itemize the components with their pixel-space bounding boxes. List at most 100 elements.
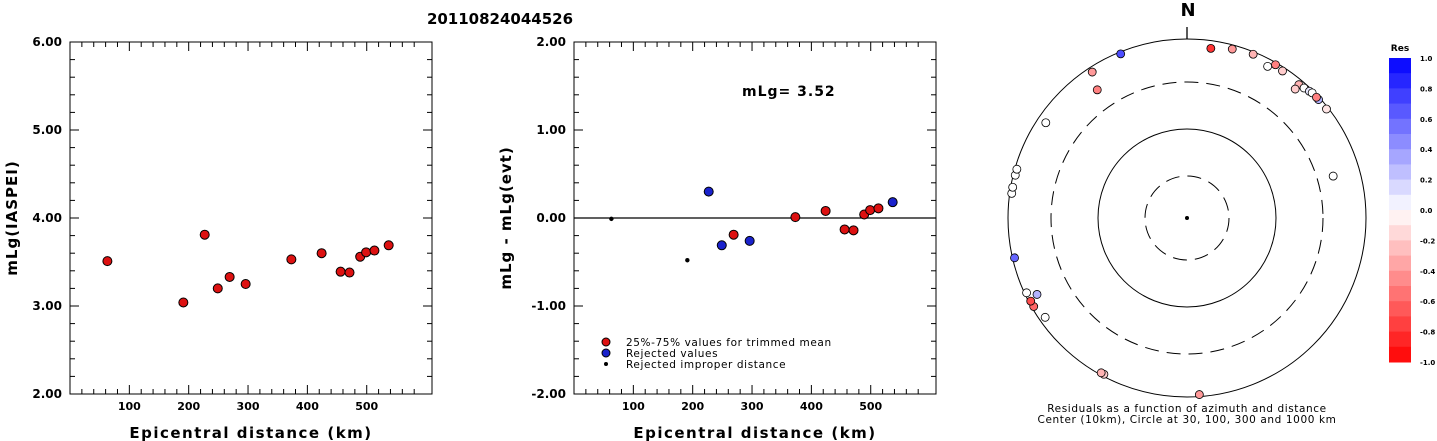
colorbar-swatch <box>1389 88 1411 105</box>
station-marker <box>1116 49 1126 59</box>
legend-marker <box>601 337 611 347</box>
data-point <box>848 225 859 236</box>
colorbar-title: Res <box>1391 44 1409 54</box>
colorbar-label: 0.2 <box>1420 177 1433 185</box>
data-point <box>820 205 831 216</box>
rejected-distance-point <box>685 258 690 263</box>
y-tick-label: -1.00 <box>531 299 566 313</box>
data-point <box>369 245 380 256</box>
station-marker <box>1026 296 1036 306</box>
colorbar-label: 0.0 <box>1420 207 1433 215</box>
y-tick-label: 5.00 <box>32 123 62 137</box>
station-marker <box>1194 390 1204 399</box>
colorbar-swatch <box>1389 210 1411 226</box>
azimuth-residual-map: N Residuals as a function of azimuth and… <box>1007 0 1367 426</box>
ring-100km <box>1097 128 1277 308</box>
colorbar-swatch <box>1389 331 1411 348</box>
data-point <box>887 197 898 208</box>
colorbar-swatch <box>1389 118 1411 135</box>
data-point <box>383 240 394 251</box>
y-tick-label: 6.00 <box>32 35 62 49</box>
colorbar-label: 0.4 <box>1420 146 1433 154</box>
colorbar-label: -0.2 <box>1420 237 1435 245</box>
data-point <box>212 283 223 294</box>
data-point <box>873 203 884 214</box>
colorbar-swatch <box>1389 240 1411 257</box>
colorbar-swatch <box>1389 316 1411 333</box>
colorbar-label: 0.6 <box>1420 116 1433 124</box>
colorbar-label: 1.0 <box>1420 55 1433 63</box>
station-marker <box>1096 368 1106 378</box>
y-tick-label: 4.00 <box>32 211 62 225</box>
data-point <box>703 186 714 197</box>
station-marker <box>1022 288 1031 298</box>
colorbar-swatch <box>1389 164 1411 181</box>
y-axis-label: mLg(IASPEI) <box>3 160 21 275</box>
colorbar-swatch <box>1389 58 1411 74</box>
legend-label: Rejected improper distance <box>626 359 786 371</box>
y-tick-label: 1.00 <box>536 123 566 137</box>
data-point <box>199 229 210 240</box>
colorbar-label: -0.4 <box>1420 268 1435 276</box>
station-marker <box>1040 312 1050 322</box>
x-tick-label: 400 <box>800 400 823 413</box>
station-marker <box>1227 44 1237 54</box>
legend-marker <box>601 348 611 358</box>
colorbar-swatch <box>1389 149 1411 165</box>
x-tick-label: 500 <box>859 400 882 413</box>
colorbar-label: 0.8 <box>1420 85 1433 93</box>
station-marker <box>1290 84 1300 94</box>
data-point <box>744 235 755 246</box>
station-marker <box>1271 60 1280 70</box>
colorbar-swatch <box>1389 194 1411 211</box>
data-point <box>335 266 346 277</box>
ring-300km <box>1050 81 1324 355</box>
station-marker <box>1263 61 1273 71</box>
data-point <box>361 247 372 258</box>
event-title: 20110824044526 <box>427 10 573 28</box>
residual-colorbar: Res 1.0 0.8 0.6 0.4 0.2 0.0 -0.2 -0.4 -0.6 -0.8 -1… <box>1389 44 1435 367</box>
colorbar-swatch <box>1389 179 1411 196</box>
y-tick-label: -2.00 <box>531 387 566 401</box>
station-marker <box>1041 118 1051 128</box>
rejected-distance-point <box>609 216 614 222</box>
data-point <box>316 248 327 259</box>
data-point <box>240 279 251 289</box>
ring-30km <box>1144 175 1230 261</box>
station-marker <box>1322 104 1331 114</box>
north-label: N <box>1180 0 1195 21</box>
station-marker <box>1032 290 1042 299</box>
station-marker <box>1206 43 1216 53</box>
y-tick-label: 0.00 <box>536 211 566 225</box>
y-tick-label: 2.00 <box>32 387 62 401</box>
colorbar-swatch <box>1389 103 1411 120</box>
colorbar-swatch <box>1389 73 1411 89</box>
data-point <box>790 212 801 223</box>
residual-vs-distance-chart: 100 200 300 400 500 -2.00 -1.00 0.00 1.00 2.00 mL… <box>497 35 937 441</box>
data-point <box>344 267 355 278</box>
x-axis-label: Epicentral distance (km) <box>129 424 372 441</box>
map-caption-line2: Center (10km), Circle at 30, 100, 300 an… <box>1038 414 1337 426</box>
x-tick-label: 300 <box>237 400 260 413</box>
data-point <box>865 205 876 216</box>
x-tick-label: 500 <box>355 400 378 413</box>
legend-marker <box>604 362 608 366</box>
station-marker <box>1010 253 1019 263</box>
x-axis-label: Epicentral distance (km) <box>633 424 876 441</box>
data-point <box>716 240 727 251</box>
colorbar-swatch <box>1389 286 1411 302</box>
data-point <box>839 224 850 235</box>
station-marker <box>1312 92 1321 102</box>
y-axis-label: mLg - mLg(evt) <box>497 146 515 289</box>
data-point <box>224 271 235 282</box>
y-tick-label: 2.00 <box>536 35 566 49</box>
colorbar-swatch <box>1389 255 1411 272</box>
legend-label: 25%-75% values for trimmed mean <box>626 337 832 349</box>
colorbar-label: -1.0 <box>1420 359 1435 367</box>
mean-magnitude-annotation: mLg= 3.52 <box>742 84 836 100</box>
x-tick-label: 100 <box>622 400 645 413</box>
station-marker <box>1248 49 1258 59</box>
colorbar-swatch <box>1389 134 1411 150</box>
map-caption-line1: Residuals as a function of azimuth and d… <box>1047 403 1327 415</box>
colorbar-swatch <box>1389 225 1411 241</box>
